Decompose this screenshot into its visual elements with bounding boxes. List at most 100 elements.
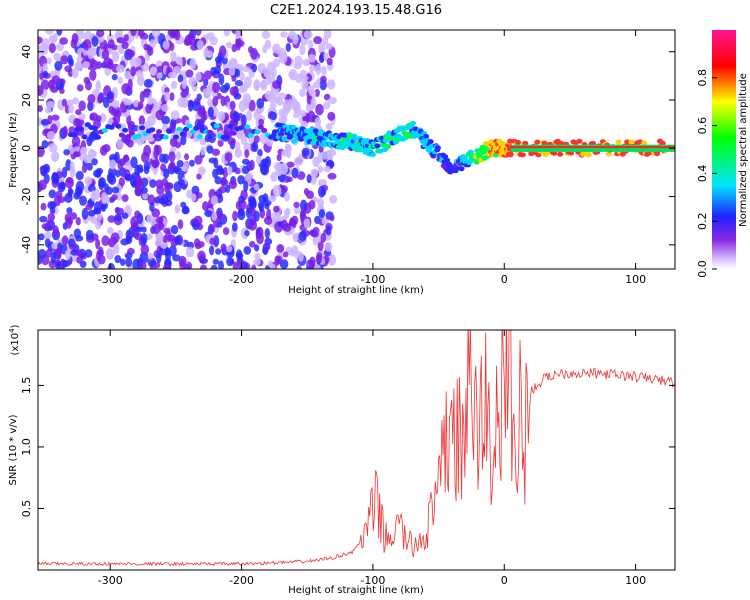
- spectrogram-cell: [51, 75, 61, 85]
- spectrogram-cell: [50, 251, 57, 264]
- x-tick-label: 100: [625, 273, 646, 286]
- snr-series-line: [38, 330, 675, 567]
- spectrogram-band-cell: [557, 151, 564, 157]
- spectrogram-cell: [155, 251, 162, 264]
- spectrogram-band-cell: [118, 132, 125, 138]
- spectrogram-cell: [185, 246, 195, 258]
- spectrogram-cell: [140, 262, 147, 269]
- x-tick-label: 100: [625, 574, 646, 587]
- spectrogram-cell: [158, 197, 166, 205]
- spectrogram-cell: [206, 145, 214, 154]
- spectrogram-band-cell: [125, 133, 132, 139]
- spectrogram-cell: [258, 194, 267, 203]
- spectrogram-cell: [232, 261, 239, 269]
- spectrogram-cell: [236, 40, 245, 47]
- spectrogram-cell: [178, 255, 187, 267]
- spectrogram-cell: [328, 96, 338, 105]
- spectrogram-band-cell: [659, 140, 666, 146]
- spectrogram-cell: [90, 190, 97, 202]
- spectrogram-band-cell: [206, 129, 213, 135]
- spectrogram-cell: [264, 90, 274, 101]
- spectrogram-cell: [258, 203, 264, 212]
- spectrogram-cell: [204, 209, 213, 218]
- spectrogram-band-cell: [257, 124, 264, 130]
- carrier-core: [510, 146, 675, 149]
- spectrogram-cell: [137, 30, 146, 37]
- spectrogram-cell: [261, 30, 271, 39]
- spectrogram-cell: [151, 159, 160, 168]
- spectrogram-band-cell: [628, 139, 635, 145]
- spectrogram-cell: [326, 57, 333, 66]
- spectrogram-cell: [162, 263, 171, 269]
- spectrogram-cell: [137, 101, 144, 110]
- spectrogram-cell: [269, 111, 277, 121]
- spectrogram-band-cell: [303, 128, 310, 134]
- spectrogram-cell: [254, 244, 260, 252]
- spectrogram-cell: [61, 166, 68, 179]
- spectrogram-cell: [180, 90, 188, 98]
- spectrogram-cell: [153, 148, 159, 159]
- spectrogram-band-cell: [247, 132, 254, 138]
- spectrogram-cell: [163, 168, 170, 179]
- spectrogram-cell: [60, 55, 69, 65]
- spectrogram-cell: [130, 66, 137, 77]
- spectrogram-cell: [79, 195, 87, 206]
- spectrogram-cell: [134, 232, 143, 241]
- spectrogram-cell: [170, 224, 179, 235]
- spectrogram-cell: [264, 237, 273, 246]
- x-tick-label: -300: [98, 574, 123, 587]
- spectrogram-cell: [305, 190, 314, 199]
- x-tick-label: -100: [360, 574, 385, 587]
- spectrogram-cell: [121, 83, 131, 95]
- spectrogram-cell: [98, 246, 104, 256]
- spectrogram-cell: [195, 30, 202, 36]
- spectrogram-cell: [197, 106, 206, 118]
- spectrogram-band-cell: [281, 136, 288, 142]
- spectrogram-cell: [266, 76, 272, 86]
- x-tick-label: 0: [501, 273, 508, 286]
- spectrogram-cell: [185, 69, 194, 78]
- spectrogram-cell: [97, 94, 103, 104]
- spectrogram-cell: [209, 223, 215, 234]
- spectrogram-band-cell: [186, 123, 193, 129]
- spectrogram-band-cell: [412, 126, 419, 132]
- spectrogram-band-cell: [519, 152, 526, 158]
- spectrogram-cell: [63, 149, 71, 156]
- spectrogram-cell: [121, 194, 129, 203]
- spectrogram-cell: [213, 157, 219, 169]
- spectrogram-cell: [111, 105, 121, 116]
- spectrogram-cell: [223, 30, 231, 37]
- spectrogram-cell: [174, 204, 181, 214]
- spectrogram-cell: [170, 110, 180, 120]
- spectrogram-cell: [240, 135, 247, 146]
- spectrogram-cell: [48, 189, 57, 199]
- spectrogram-cell: [116, 64, 125, 73]
- spectrogram-band-cell: [149, 127, 156, 133]
- spectrogram-cell: [257, 62, 267, 74]
- spectrogram-cell: [246, 109, 253, 122]
- spectrogram-cell: [318, 209, 326, 219]
- spectrogram-cell: [248, 99, 256, 112]
- spectrogram-cell: [168, 151, 176, 162]
- spectrogram-cell: [212, 168, 219, 179]
- spectrogram-cell: [39, 215, 48, 223]
- spectrogram-cell: [317, 165, 324, 173]
- spectrogram-band-cell: [473, 159, 480, 165]
- spectrogram-cell: [162, 234, 168, 244]
- spectrogram-cell: [307, 84, 315, 94]
- spectrogram-cell: [228, 66, 236, 76]
- spectrogram-cell: [51, 242, 59, 250]
- spectrogram-cell: [196, 40, 204, 50]
- spectrogram-cell: [107, 227, 114, 235]
- spectrogram-cell: [243, 246, 252, 255]
- spectrogram-cell: [253, 210, 260, 222]
- spectrogram-cell: [237, 258, 244, 269]
- spectrogram-cell: [168, 71, 178, 79]
- spectrogram-cell: [234, 148, 242, 158]
- spectrogram-cell: [154, 240, 161, 247]
- spectrogram-cell: [47, 201, 56, 210]
- spectrogram-cell: [141, 226, 147, 233]
- spectrogram-cell: [303, 30, 313, 40]
- spectrogram-cell: [214, 56, 223, 64]
- spectrogram-cell: [286, 161, 295, 168]
